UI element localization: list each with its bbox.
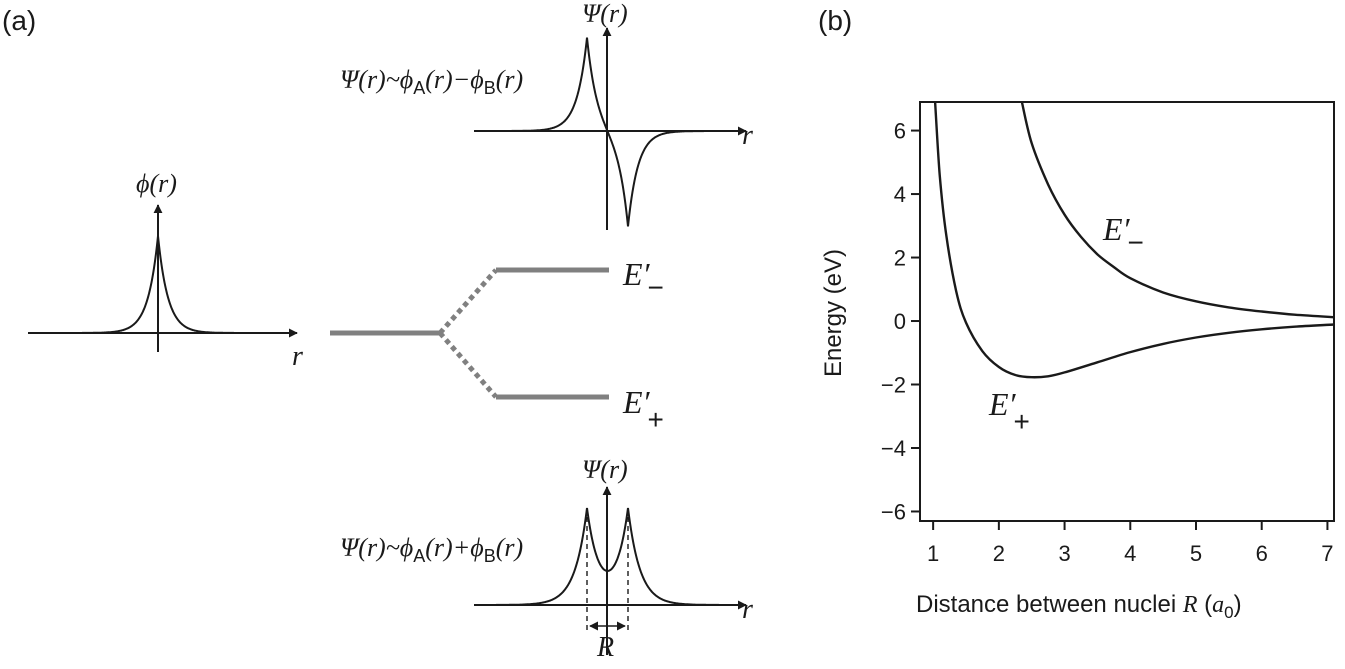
series-line-bonding — [933, 101, 1335, 379]
y-tick-label: 4 — [894, 182, 906, 207]
y-tick-group: 6 4 2 0 −2 −4 −6 — [881, 119, 920, 524]
series-layer — [933, 101, 1335, 379]
y-tick-label: −2 — [881, 373, 906, 398]
x-tick-label: 6 — [1256, 541, 1268, 566]
panel-a-label: (a) — [2, 5, 36, 36]
y-axis-title: Energy (eV) — [820, 249, 847, 377]
plot-frame — [919, 101, 1335, 522]
bonding-orbital-curve — [476, 507, 735, 606]
antibonding-orbital-curve — [476, 37, 735, 227]
panel-a: (a) ϕ(r) r Ψ(r) r Ψ(r)~ϕA(r)−ϕB(r) — [2, 0, 753, 663]
x-tick-label: 1 — [927, 541, 939, 566]
bonding-x-axis-label: r — [742, 594, 753, 625]
y-tick-label: 2 — [894, 246, 906, 271]
x-tick-label: 2 — [993, 541, 1005, 566]
energy-level-diagram: E′− E′+ — [330, 256, 664, 435]
bonding-equation: Ψ(r)~ϕA(r)+ϕB(r) — [340, 533, 523, 566]
annotation-upper: E′− — [1102, 211, 1144, 258]
antibonding-y-axis-label: Ψ(r) — [582, 0, 628, 28]
x-tick-label: 5 — [1190, 541, 1202, 566]
x-tick-label: 7 — [1321, 541, 1333, 566]
panel-b-label: (b) — [818, 5, 852, 36]
y-tick-label: 6 — [894, 119, 906, 144]
lower-connector — [438, 331, 498, 399]
x-tick-label: 3 — [1058, 541, 1070, 566]
y-tick-label: −6 — [881, 499, 906, 524]
series-line-antibonding — [1020, 101, 1335, 319]
x-tick-label: 4 — [1124, 541, 1136, 566]
annotation-lower: E′+ — [988, 386, 1030, 437]
x-axis-title: Distance between nuclei R (a0) — [916, 591, 1242, 622]
bonding-level-label: E′+ — [622, 384, 664, 435]
x-tick-group: 1 2 3 4 5 6 7 — [927, 521, 1334, 566]
bonding-y-axis-label: Ψ(r) — [582, 455, 628, 484]
antibonding-wavefunction-plot: Ψ(r) r Ψ(r)~ϕA(r)−ϕB(r) — [340, 0, 753, 230]
bonding-wavefunction-plot: Ψ(r) r R Ψ(r)~ϕA(r)+ϕB(r) — [340, 455, 753, 663]
atomic-orbital-curve — [30, 235, 285, 334]
y-tick-label: 0 — [894, 309, 906, 334]
antibonding-level-label: E′− — [622, 256, 664, 303]
upper-connector — [438, 268, 498, 335]
antibonding-x-axis-label: r — [742, 120, 753, 151]
atomic-x-axis-label: r — [292, 341, 303, 372]
panel-b-chart: (b) 1 2 3 4 5 6 7 6 4 2 0 −2 −4 −6 Distance between … — [818, 5, 1335, 622]
separation-label: R — [596, 632, 614, 663]
y-tick-label: −4 — [881, 436, 906, 461]
atomic-wavefunction-label: ϕ(r) — [136, 169, 177, 198]
atomic-wavefunction-plot: ϕ(r) r — [28, 169, 303, 372]
antibonding-equation: Ψ(r)~ϕA(r)−ϕB(r) — [340, 65, 523, 98]
